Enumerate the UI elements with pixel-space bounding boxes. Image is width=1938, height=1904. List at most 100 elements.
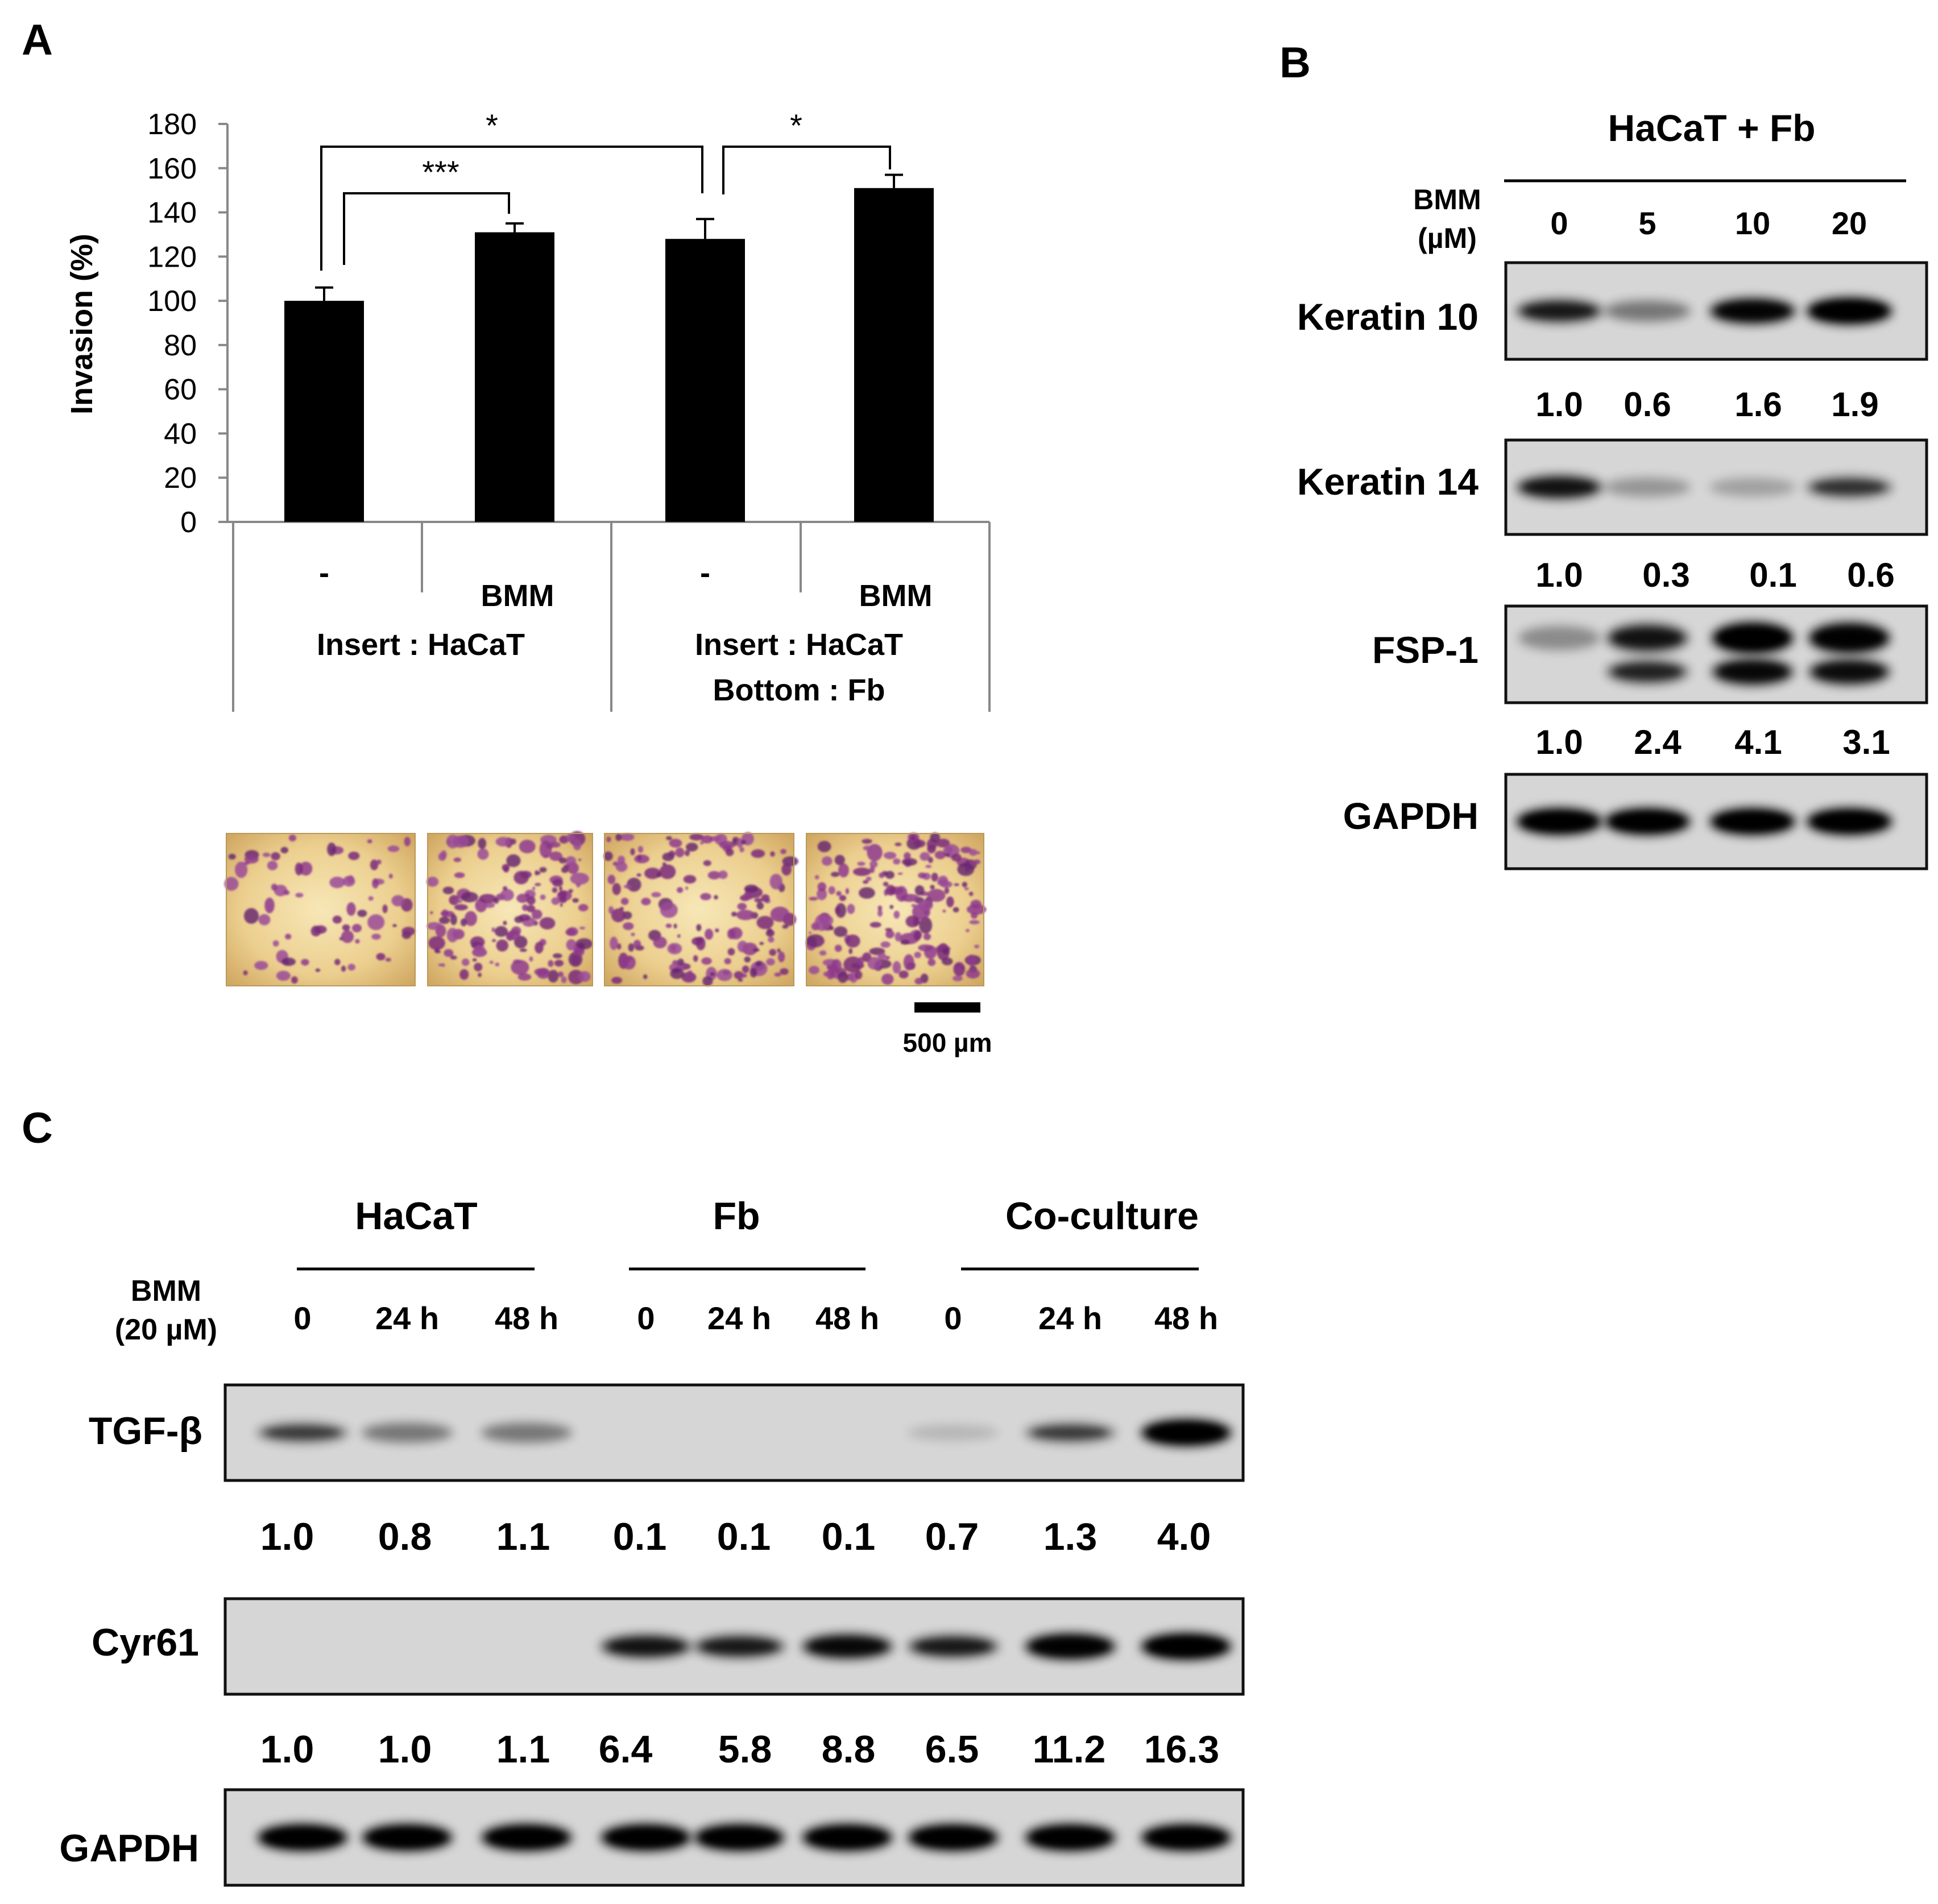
stained-cell [710, 972, 715, 976]
stained-cell [964, 887, 969, 890]
time-labels: 0 24 h 48 h 0 24 h 48 h 0 24 h 48 h [293, 1300, 1218, 1336]
group-headers: HaCaT Fb Co-culture [297, 1194, 1199, 1271]
stained-cell [478, 973, 482, 977]
stained-cell [946, 846, 953, 854]
stained-cell [493, 898, 499, 904]
blot-band-core [703, 1830, 776, 1845]
stained-cell [291, 976, 298, 984]
stained-cell [725, 848, 734, 856]
stained-cell [744, 956, 751, 963]
stained-cell [880, 941, 891, 948]
stained-cell [931, 873, 938, 882]
stained-cell [727, 928, 736, 939]
stained-cell [918, 872, 926, 879]
stained-cell [897, 872, 903, 875]
stained-cell [276, 970, 291, 981]
stained-cell [809, 931, 811, 934]
stained-cell [677, 959, 684, 965]
blot-image [1504, 438, 1928, 536]
stained-cell [611, 977, 623, 984]
blot-band-core [1815, 481, 1884, 493]
stained-cell [623, 922, 634, 930]
stained-cell [696, 937, 706, 951]
stained-cell [893, 910, 900, 919]
stained-cell [355, 939, 360, 944]
stained-cell [742, 965, 749, 973]
significance-bracket [722, 146, 891, 194]
stained-cell [519, 948, 527, 952]
stained-cell [930, 885, 935, 890]
blot-band-core [1150, 1638, 1223, 1654]
stained-cell [566, 939, 577, 951]
significance-bracket [343, 192, 510, 265]
stained-cell [280, 847, 288, 854]
stained-cell [857, 861, 866, 866]
stained-cell [736, 838, 743, 848]
stained-cell [607, 874, 616, 885]
blot-band-core [266, 1830, 339, 1845]
stained-cell [953, 907, 959, 912]
stained-cell [898, 970, 909, 978]
stained-cell [243, 970, 248, 976]
stained-cell [945, 853, 951, 857]
stained-cell [666, 836, 672, 840]
y-tick-label: 0 [180, 506, 197, 539]
stained-cell [459, 969, 469, 980]
stained-cell [869, 922, 881, 928]
blot-label: TGF-β [89, 1409, 202, 1453]
stained-cell [244, 854, 259, 864]
stained-cell [696, 924, 702, 931]
stained-cell [738, 978, 743, 982]
stained-cell [770, 851, 775, 857]
micrograph-stain [805, 832, 987, 985]
blot-image [223, 1788, 1245, 1887]
stained-cell [558, 890, 567, 898]
stained-cell [944, 887, 950, 894]
stained-cell [673, 923, 677, 929]
stained-cell [831, 959, 842, 973]
stained-cell [460, 918, 467, 927]
stained-cell [258, 914, 271, 926]
stained-cell [634, 854, 650, 864]
stained-cell [426, 877, 439, 887]
stained-cell [479, 894, 496, 903]
group-title-hacat-fb: HaCaT + Fb [1608, 107, 1816, 149]
stained-cell [489, 960, 494, 964]
stained-cell [535, 941, 544, 954]
stained-cell [620, 833, 635, 841]
stained-cell [446, 834, 459, 849]
stained-cell [516, 893, 529, 903]
stained-cell [927, 889, 946, 902]
blot-band-core [1150, 1830, 1223, 1845]
stained-cell [557, 971, 564, 977]
panel-c-letter: C [22, 1104, 53, 1152]
stained-cell [346, 902, 356, 916]
stained-cell [643, 974, 648, 980]
stained-cell [651, 892, 661, 898]
stained-cell [687, 970, 693, 981]
stained-cell [653, 936, 667, 949]
stained-cell [817, 882, 827, 891]
stained-cell [616, 943, 622, 950]
stained-cell [566, 833, 575, 843]
blot-stack: Keratin 10 1.0 0.6 1.6 1.9 Keratin 14 1.0 0.3 0.… [1297, 261, 1928, 870]
stained-cell [843, 956, 863, 973]
quantification-value: 1.0 [378, 1728, 432, 1771]
dose-label: 5 [1638, 205, 1656, 241]
stained-cell [332, 915, 342, 924]
group-label: Insert : HaCaT [695, 628, 903, 662]
stained-cell [461, 891, 478, 903]
blot-band-core [1816, 629, 1882, 647]
stained-cell [461, 958, 470, 966]
blot-band-core [1613, 814, 1682, 829]
blot-band-core [703, 1640, 776, 1653]
quantification-value: 8.8 [822, 1728, 876, 1771]
stained-cell [554, 960, 564, 967]
quantification-value: 3.1 [1842, 723, 1890, 761]
stained-cell [954, 883, 959, 886]
stained-cell [387, 845, 400, 852]
stained-cell [267, 905, 271, 910]
stained-cell [911, 903, 917, 907]
stained-cell [535, 870, 539, 876]
stained-cell [341, 965, 346, 972]
